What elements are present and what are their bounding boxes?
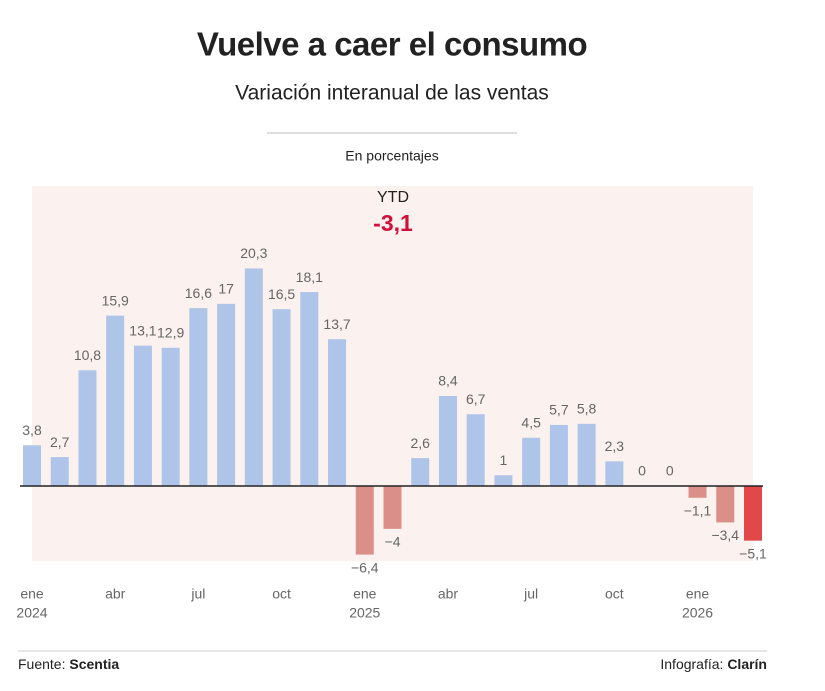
value-label: 10,8 — [74, 347, 101, 363]
x-tick-label: oct — [605, 586, 624, 602]
bar — [217, 303, 236, 486]
value-label: 6,7 — [466, 391, 486, 407]
value-label: 2,7 — [50, 434, 70, 450]
bar — [494, 475, 513, 486]
value-label: 3,8 — [22, 422, 42, 438]
bar — [744, 486, 762, 541]
value-label: 15,9 — [102, 292, 129, 308]
chart-title: Vuelve a caer el consumo — [197, 26, 587, 63]
x-tick-label: jul — [190, 586, 205, 602]
value-label: −6,4 — [351, 559, 379, 575]
x-tick-label: abr — [438, 586, 459, 602]
value-label: −3,4 — [711, 527, 739, 543]
bar — [522, 437, 541, 486]
value-label: 13,1 — [129, 322, 156, 338]
x-year-label: 2026 — [682, 605, 713, 621]
bar — [466, 414, 485, 486]
value-label: 13,7 — [323, 316, 350, 332]
source: Fuente: Scentia — [18, 656, 119, 672]
value-label: 18,1 — [296, 269, 323, 285]
bar — [50, 457, 69, 486]
value-label: 12,9 — [157, 324, 184, 340]
value-label: 5,7 — [549, 402, 569, 418]
bar — [549, 424, 568, 486]
value-label: −4 — [385, 534, 401, 550]
x-tick-label: ene — [353, 586, 377, 602]
value-label: 20,3 — [240, 245, 267, 261]
bar — [328, 339, 347, 486]
value-label: 5,8 — [577, 401, 597, 417]
value-label: 2,6 — [410, 435, 430, 451]
x-tick-label: ene — [20, 586, 44, 602]
value-label: 1 — [500, 452, 508, 468]
value-label: −5,1 — [739, 545, 767, 561]
x-tick-label: oct — [272, 586, 291, 602]
value-label: 17 — [218, 281, 234, 297]
bar — [577, 423, 596, 486]
unit-label: En porcentajes — [345, 148, 438, 164]
source-label: Fuente: — [18, 656, 65, 672]
bar — [272, 309, 291, 486]
bar — [383, 486, 402, 529]
x-tick-label: abr — [105, 586, 126, 602]
chart-subtitle: Variación interanual de las ventas — [235, 82, 549, 105]
x-tick-label: ene — [686, 586, 710, 602]
x-tick-label: jul — [523, 586, 538, 602]
bar — [23, 445, 41, 486]
value-label: 16,5 — [268, 286, 295, 302]
x-year-label: 2024 — [16, 605, 47, 621]
bar — [688, 486, 707, 498]
value-label: 16,6 — [185, 285, 212, 301]
bar — [106, 315, 125, 486]
bar — [605, 461, 624, 486]
bar — [189, 308, 208, 486]
value-label: −1,1 — [684, 502, 712, 518]
credit-name: Clarín — [727, 656, 767, 672]
source-name: Scentia — [69, 656, 119, 672]
value-label: 2,3 — [605, 438, 625, 454]
bar — [161, 347, 180, 486]
annotation-label: YTD — [377, 189, 409, 206]
bar — [438, 396, 457, 486]
bar — [300, 292, 319, 486]
credit: Infografía: Clarín — [660, 656, 767, 672]
bar — [133, 345, 152, 486]
credit-label: Infografía: — [660, 656, 723, 672]
annotation-value: -3,1 — [373, 210, 413, 236]
bar — [411, 458, 430, 486]
x-year-label: 2025 — [349, 605, 380, 621]
bar — [78, 370, 97, 486]
bar — [355, 486, 374, 555]
bar — [716, 486, 735, 523]
value-label: 8,4 — [438, 373, 458, 389]
bar — [244, 268, 263, 486]
value-label: 4,5 — [521, 414, 541, 430]
value-label: 0 — [638, 463, 646, 479]
value-label: 0 — [666, 463, 674, 479]
